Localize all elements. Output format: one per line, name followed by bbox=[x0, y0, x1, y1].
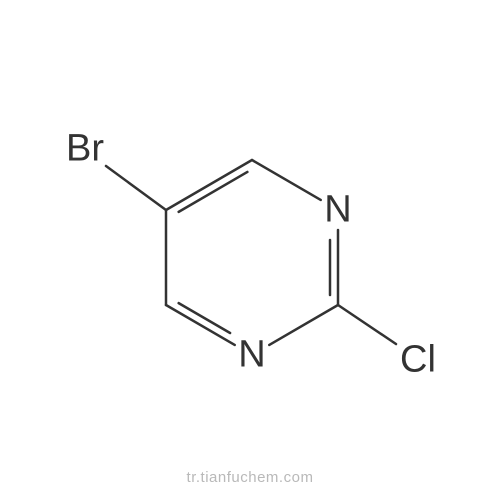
atom-cl: Cl bbox=[400, 339, 436, 382]
atom-br: Br bbox=[66, 128, 104, 171]
atom-n1: N bbox=[238, 334, 265, 377]
molecule-diagram: Br N N Cl bbox=[0, 0, 500, 500]
atom-n3: N bbox=[324, 189, 351, 232]
bond-layer bbox=[0, 0, 500, 500]
watermark-text: tr.tianfuchem.com bbox=[187, 469, 314, 486]
